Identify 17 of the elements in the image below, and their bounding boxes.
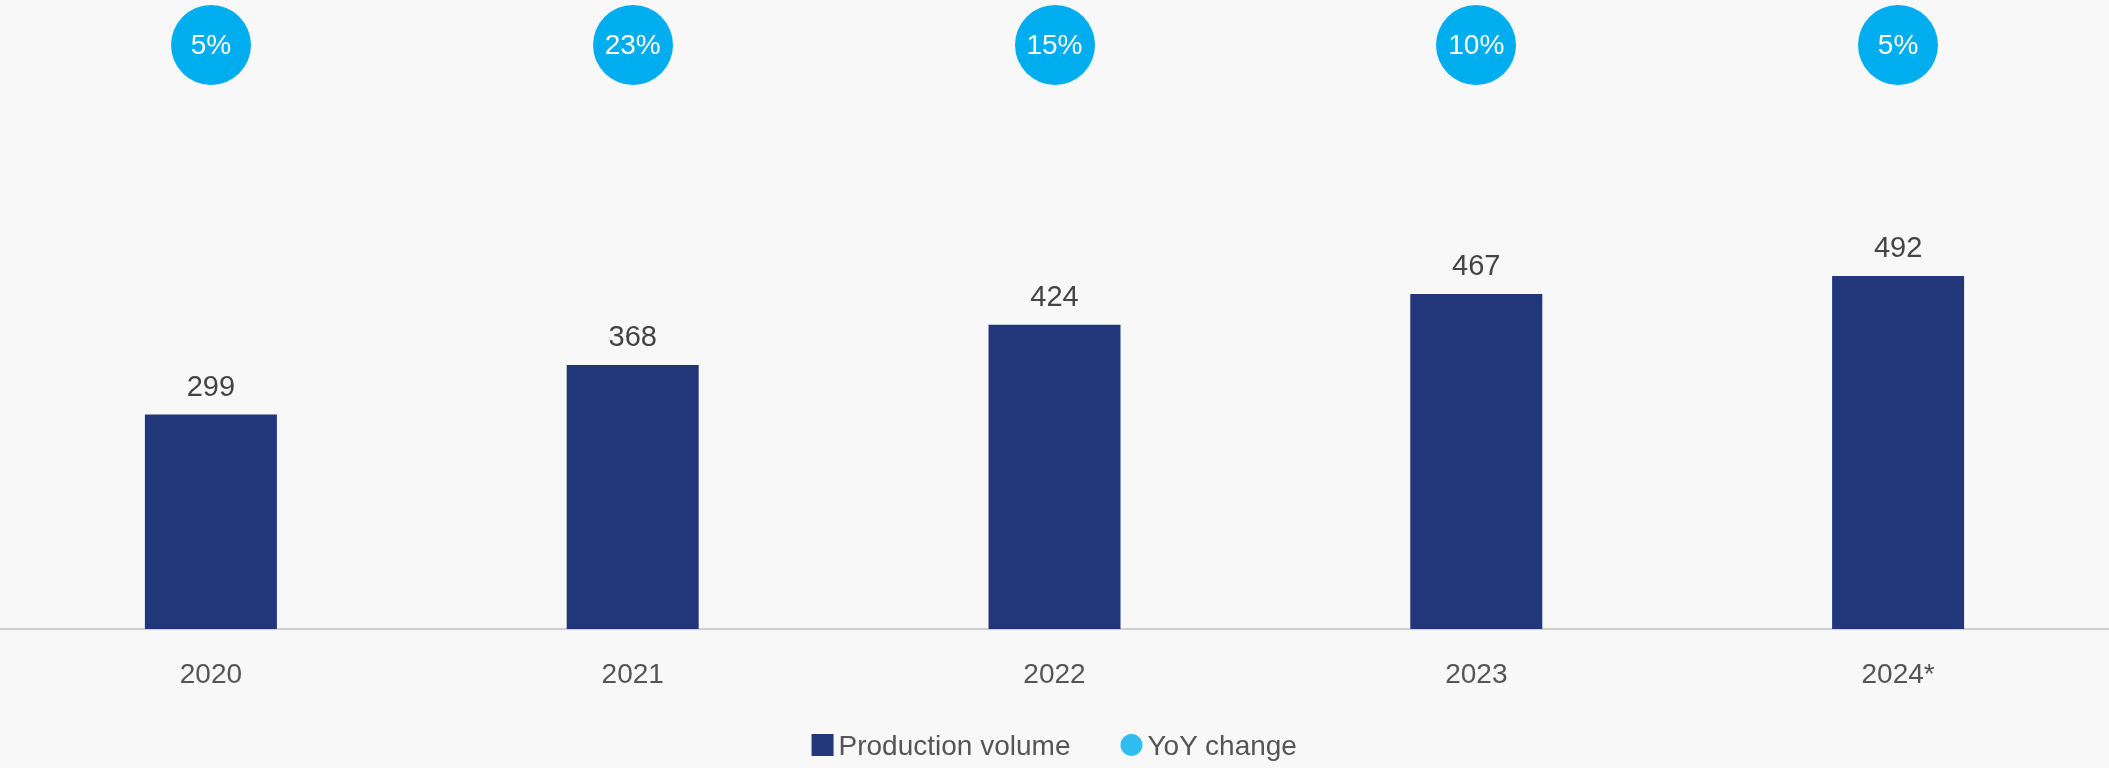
bar (1832, 275, 1965, 629)
bar (1410, 293, 1543, 629)
x-tick-label: 2024* (1861, 657, 1935, 689)
legend-label: Production volume (838, 729, 1071, 761)
bar (566, 364, 699, 629)
bar (988, 324, 1121, 629)
x-tick-label: 2021 (601, 657, 664, 689)
x-tick-label: 2020 (179, 657, 243, 689)
data-label: 424 (1030, 280, 1079, 313)
data-label: 492 (1873, 231, 1923, 264)
x-tick-label: 2022 (1023, 657, 1086, 689)
x-tick-label: 2023 (1445, 657, 1508, 689)
bar (144, 414, 277, 629)
legend-label: YoY change (1147, 729, 1297, 761)
data-label: 467 (1452, 249, 1501, 282)
data-label: 368 (608, 320, 657, 353)
data-label: 299 (186, 369, 236, 402)
